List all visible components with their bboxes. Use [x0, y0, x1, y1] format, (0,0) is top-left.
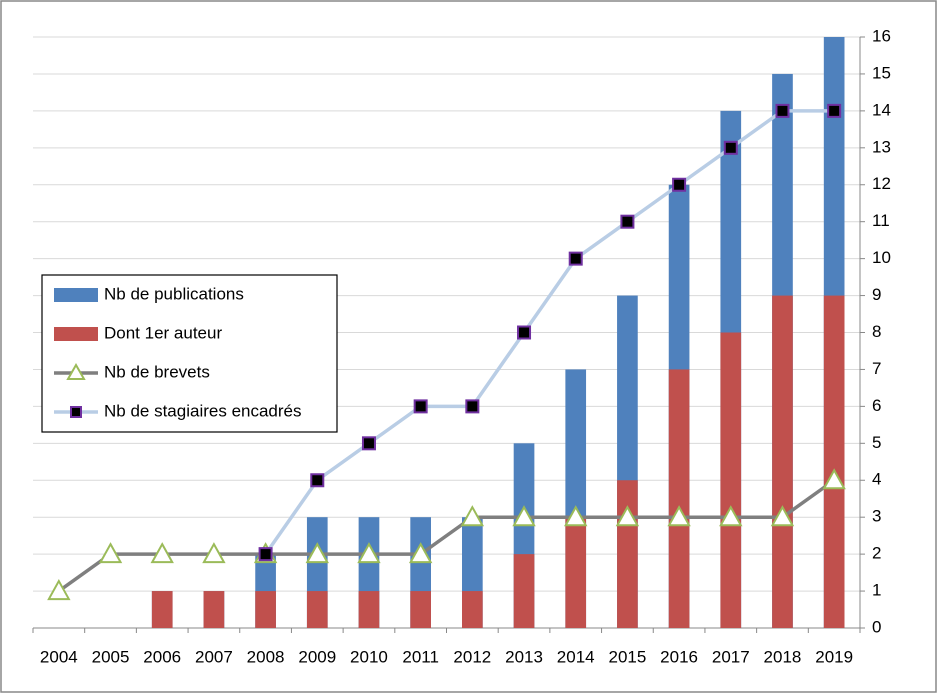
y-tick-label: 9 — [872, 285, 881, 304]
x-tick-label: 2019 — [815, 647, 853, 666]
x-tick-label: 2015 — [608, 647, 646, 666]
bar — [255, 591, 276, 628]
x-tick-label: 2011 — [402, 647, 439, 666]
marker-triangle — [564, 505, 588, 527]
y-tick-label: 2 — [872, 544, 881, 563]
x-tick-label: 2017 — [712, 647, 750, 666]
bar — [306, 591, 328, 628]
y-tick-label: 3 — [872, 507, 881, 526]
legend-label: Nb de brevets — [104, 362, 210, 381]
bar — [565, 517, 587, 628]
bar — [358, 591, 380, 628]
x-tick-label: 2010 — [350, 647, 388, 666]
bar — [462, 591, 483, 628]
marker-triangle — [512, 505, 536, 527]
legend-marker — [70, 406, 82, 418]
marker-triangle — [822, 468, 846, 490]
x-tick-label: 2005 — [92, 647, 130, 666]
line — [264, 109, 835, 556]
legend-swatch — [54, 288, 98, 302]
marker-square — [517, 325, 532, 340]
legend-marker — [66, 362, 86, 380]
marker-square — [361, 436, 376, 451]
legend-marker — [66, 362, 86, 380]
x-tick-label: 2009 — [298, 647, 336, 666]
bar — [203, 591, 225, 628]
x-tick-label: 2004 — [40, 647, 78, 666]
marker-triangle — [408, 542, 433, 564]
legend-swatch — [54, 327, 98, 341]
marker-triangle — [47, 579, 71, 601]
y-tick-label: 13 — [872, 137, 891, 156]
marker-triangle — [615, 505, 640, 527]
legend-label: Dont 1er auteur — [104, 323, 222, 342]
x-tick-label: 2014 — [557, 647, 595, 666]
y-tick-label: 14 — [872, 100, 891, 119]
marker-triangle — [770, 505, 795, 527]
marker-triangle — [460, 505, 485, 527]
y-tick-label: 12 — [872, 174, 891, 193]
bar — [513, 554, 535, 628]
bar — [410, 591, 431, 628]
marker-triangle — [202, 542, 226, 564]
bar — [772, 295, 793, 628]
bar — [668, 369, 690, 628]
marker-square — [672, 177, 687, 192]
marker-triangle — [719, 505, 743, 527]
y-tick-label: 0 — [872, 617, 881, 636]
marker-square — [310, 473, 325, 488]
marker-square — [465, 399, 480, 414]
x-tick-label: 2008 — [247, 647, 285, 666]
marker-square — [827, 103, 842, 118]
marker-square — [258, 547, 273, 562]
y-tick-label: 7 — [872, 359, 881, 378]
x-tick-label: 2007 — [195, 647, 233, 666]
x-tick-label: 2018 — [764, 647, 802, 666]
y-tick-label: 8 — [872, 322, 881, 341]
x-tick-label: 2016 — [660, 647, 698, 666]
y-tick-label: 11 — [872, 211, 890, 230]
marker-square — [413, 399, 428, 414]
legend-marker — [70, 406, 82, 418]
y-tick-label: 16 — [872, 26, 891, 45]
x-tick-label: 2006 — [143, 647, 181, 666]
marker-square — [723, 140, 738, 155]
y-tick-label: 10 — [872, 248, 891, 267]
marker-triangle — [667, 505, 691, 527]
marker-square — [568, 251, 583, 266]
y-tick-label: 5 — [872, 433, 881, 452]
legend-label: Nb de publications — [104, 284, 244, 303]
x-tick-label: 2012 — [453, 647, 491, 666]
y-tick-label: 4 — [872, 470, 881, 489]
bar — [720, 332, 742, 628]
y-tick-label: 15 — [872, 63, 891, 82]
marker-triangle — [150, 542, 174, 564]
bar — [617, 480, 638, 628]
legend-label: Nb de stagiaires encadrés — [104, 401, 302, 420]
line — [57, 478, 836, 593]
marker-square — [620, 214, 635, 229]
y-tick-label: 6 — [872, 396, 881, 415]
marker-triangle — [305, 542, 329, 564]
bar — [823, 295, 845, 628]
marker-triangle — [98, 542, 123, 564]
x-tick-label: 2013 — [505, 647, 543, 666]
marker-square — [775, 103, 790, 118]
y-tick-label: 1 — [872, 581, 881, 600]
marker-triangle — [357, 542, 381, 564]
bar — [151, 591, 173, 628]
